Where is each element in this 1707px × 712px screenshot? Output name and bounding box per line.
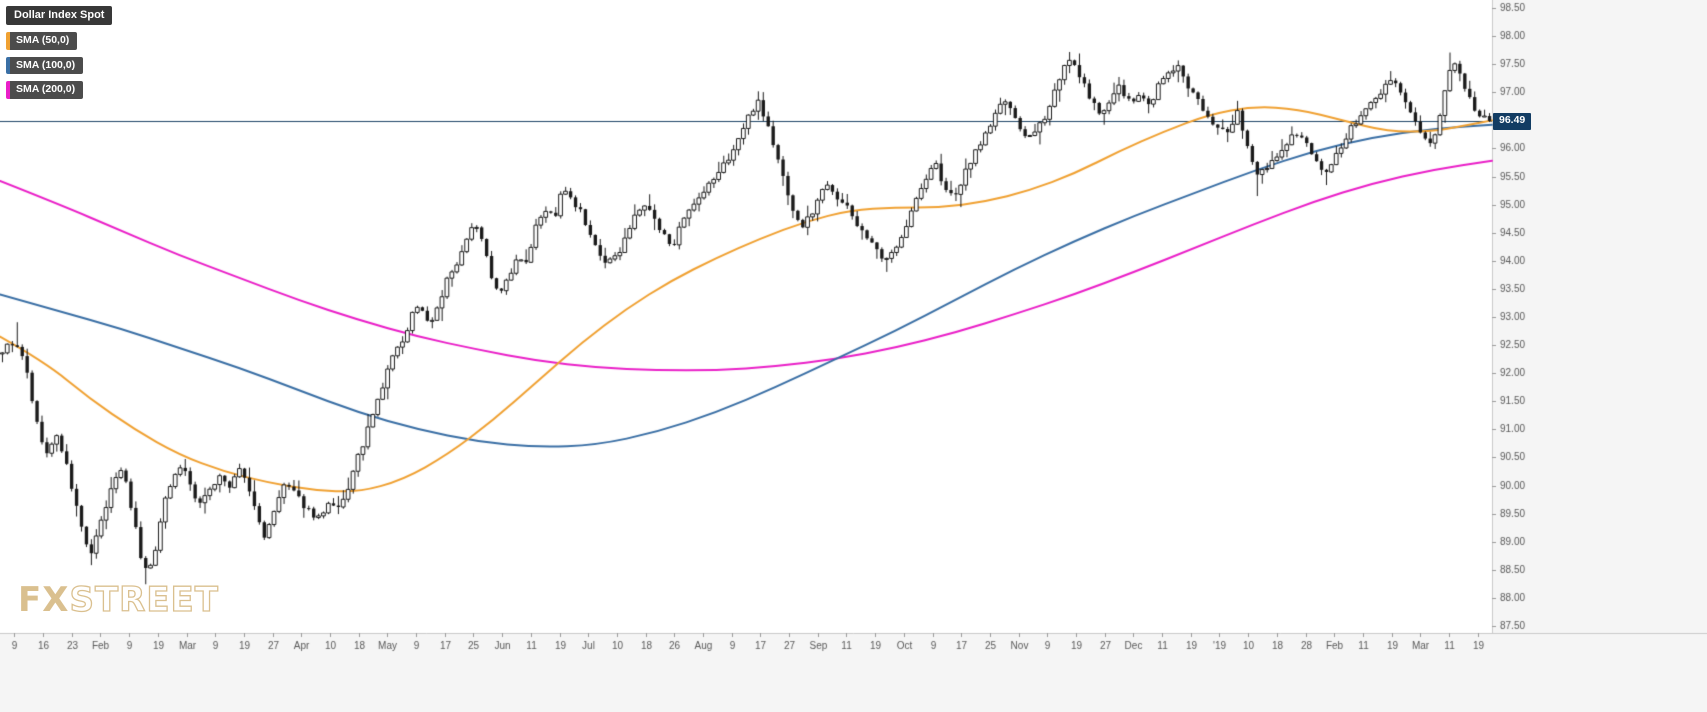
sma50-color-swatch	[6, 32, 10, 50]
sma200-color-swatch	[6, 81, 10, 99]
instrument-title: Dollar Index Spot	[14, 9, 105, 21]
sma100-color-swatch	[6, 56, 10, 75]
sma100-label: SMA (100,0)	[10, 56, 84, 75]
fxstreet-logo-fx: FX	[18, 580, 70, 620]
last-price-label: 96.49	[1493, 113, 1532, 130]
legend-instrument-badge[interactable]: Dollar Index Spot	[6, 6, 113, 26]
legend-sma100-badge[interactable]: SMA (100,0)	[6, 56, 84, 75]
chart-legend: Dollar Index Spot SMA (50,0) SMA (100,0)…	[6, 6, 113, 99]
sma200-label: SMA (200,0)	[10, 81, 84, 99]
legend-sma200-badge[interactable]: SMA (200,0)	[6, 81, 84, 99]
fxstreet-logo: FXSTREET	[18, 579, 219, 620]
legend-sma50-badge[interactable]: SMA (50,0)	[6, 32, 78, 50]
fxstreet-logo-street: STREET	[69, 579, 219, 620]
sma50-label: SMA (50,0)	[10, 32, 78, 50]
